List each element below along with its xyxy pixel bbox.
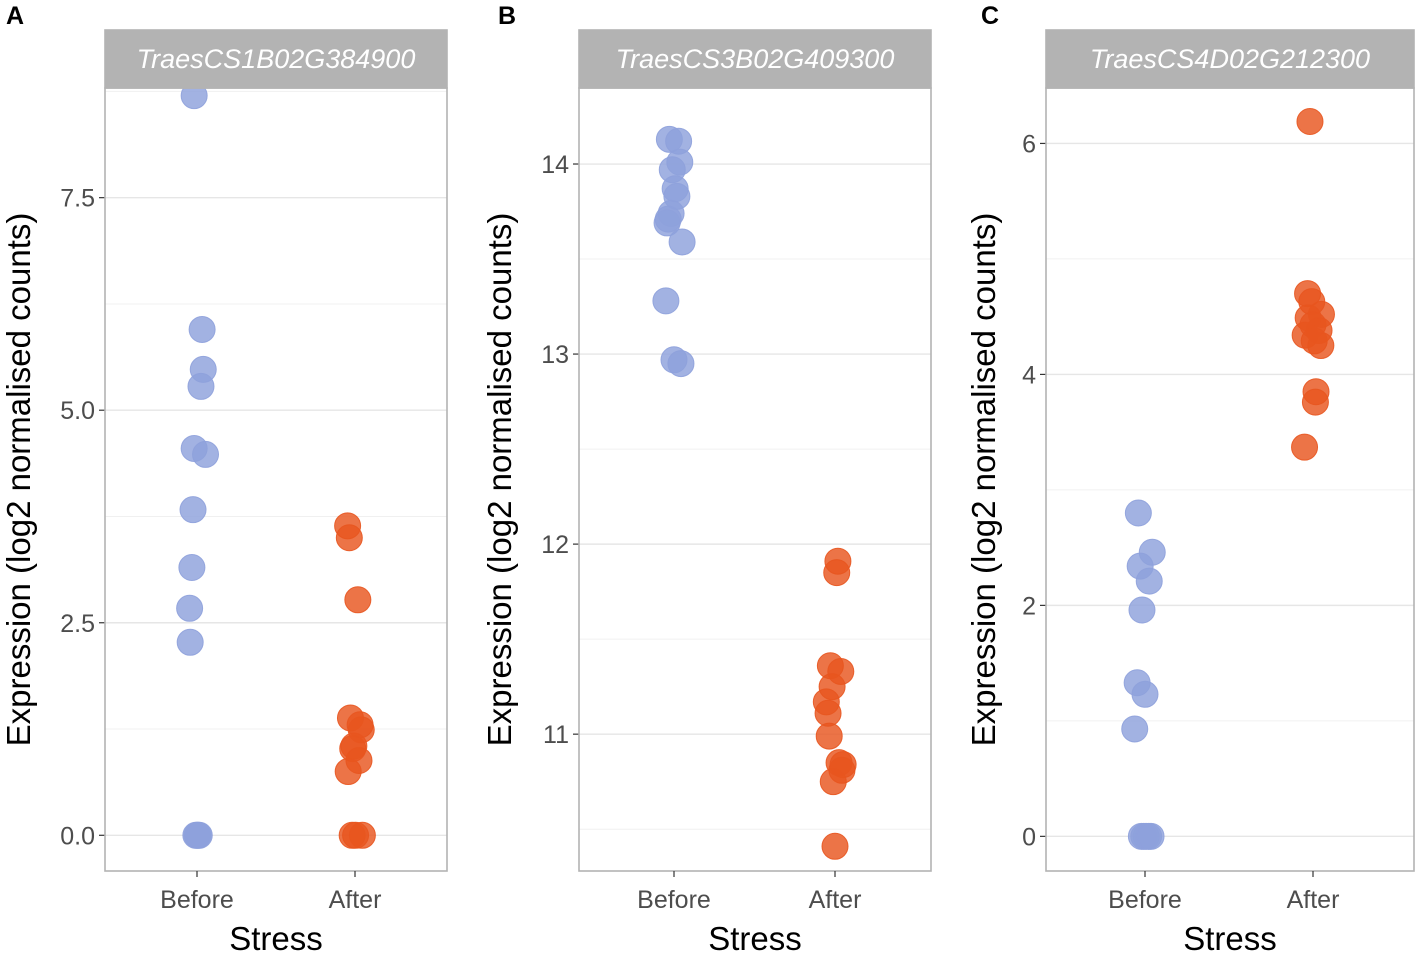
y-tick-label: 5.0 [60, 397, 95, 425]
data-point-before [668, 228, 696, 256]
data-point-before [1121, 715, 1149, 743]
y-tick-label: 11 [543, 721, 569, 749]
panel-letter: C [981, 2, 999, 30]
data-point-before [192, 440, 220, 468]
facet-strip [578, 29, 932, 89]
data-point-after [334, 758, 362, 786]
y-tick-label: 2 [1022, 592, 1036, 620]
facet-strip [1045, 29, 1415, 89]
x-tick-label: Before [1108, 886, 1182, 914]
data-point-after [1291, 433, 1319, 461]
facet-strip-title: TraesCS4D02G212300 [1090, 44, 1370, 74]
x-tick-label: Before [160, 886, 234, 914]
data-point-after [335, 524, 363, 552]
panel-a: A 0.0 2.5 5.0 7.5 TraesCS1B02G384900 Before Aft… [0, 2, 448, 953]
y-axis-title: Expression (log2 normalised counts) [965, 213, 1002, 747]
data-point-before [1135, 567, 1163, 595]
data-point-after [348, 821, 376, 849]
data-point-before [187, 372, 215, 400]
data-point-after [1307, 332, 1335, 360]
plot-background [1046, 88, 1414, 871]
data-point-before [179, 496, 207, 524]
y-tick-label: 13 [541, 341, 569, 369]
data-point-before [188, 315, 216, 343]
y-axis-title: Expression (log2 normalised counts) [0, 213, 37, 747]
data-point-after [344, 586, 372, 614]
data-point-after [1301, 388, 1329, 416]
data-point-after [814, 699, 842, 727]
facet-strip-title: TraesCS1B02G384900 [137, 44, 416, 74]
data-point-before [176, 628, 204, 656]
data-point-after [1296, 107, 1324, 135]
y-axis-title: Expression (log2 normalised counts) [481, 213, 518, 747]
plot-background [105, 88, 447, 871]
y-tick-label: 14 [541, 151, 569, 179]
y-tick-label: 6 [1022, 130, 1036, 158]
data-point-before [1128, 596, 1156, 624]
facet-strip-title: TraesCS3B02G409300 [616, 44, 895, 74]
x-tick-label: Before [637, 886, 711, 914]
data-point-before [1131, 680, 1159, 708]
data-point-before [1124, 499, 1152, 527]
data-point-before [652, 287, 680, 315]
x-axis-title: Stress [229, 920, 323, 953]
x-tick-label: After [1287, 886, 1340, 914]
data-point-before [176, 594, 204, 622]
panel-b: B 11 12 13 14 TraesCS3B02G409300 Before AfterSt… [481, 2, 932, 953]
data-point-after [821, 832, 849, 860]
data-point-before [654, 205, 682, 233]
data-point-after [819, 768, 847, 796]
y-tick-label: 7.5 [60, 185, 95, 213]
y-tick-label: 0.0 [60, 822, 95, 850]
y-tick-label: 4 [1022, 361, 1036, 389]
x-axis-title: Stress [1183, 920, 1277, 953]
data-point-after [815, 722, 843, 750]
x-tick-label: After [329, 886, 382, 914]
panel-letter: B [498, 2, 516, 30]
panel-letter: A [6, 2, 24, 30]
plot-background [579, 88, 931, 871]
y-tick-label: 2.5 [60, 610, 95, 638]
x-axis-title: Stress [708, 920, 802, 953]
x-tick-label: After [809, 886, 862, 914]
data-point-before [185, 821, 213, 849]
y-tick-label: 0 [1022, 823, 1036, 851]
data-point-before [1137, 822, 1165, 850]
facet-strip [104, 29, 448, 89]
data-point-after [823, 559, 851, 587]
data-point-before [667, 350, 695, 378]
panel-c: C 0 2 4 6 TraesCS4D02G212300 Before After Stress… [965, 2, 1415, 953]
data-point-before [178, 553, 206, 581]
y-tick-label: 12 [541, 531, 569, 559]
